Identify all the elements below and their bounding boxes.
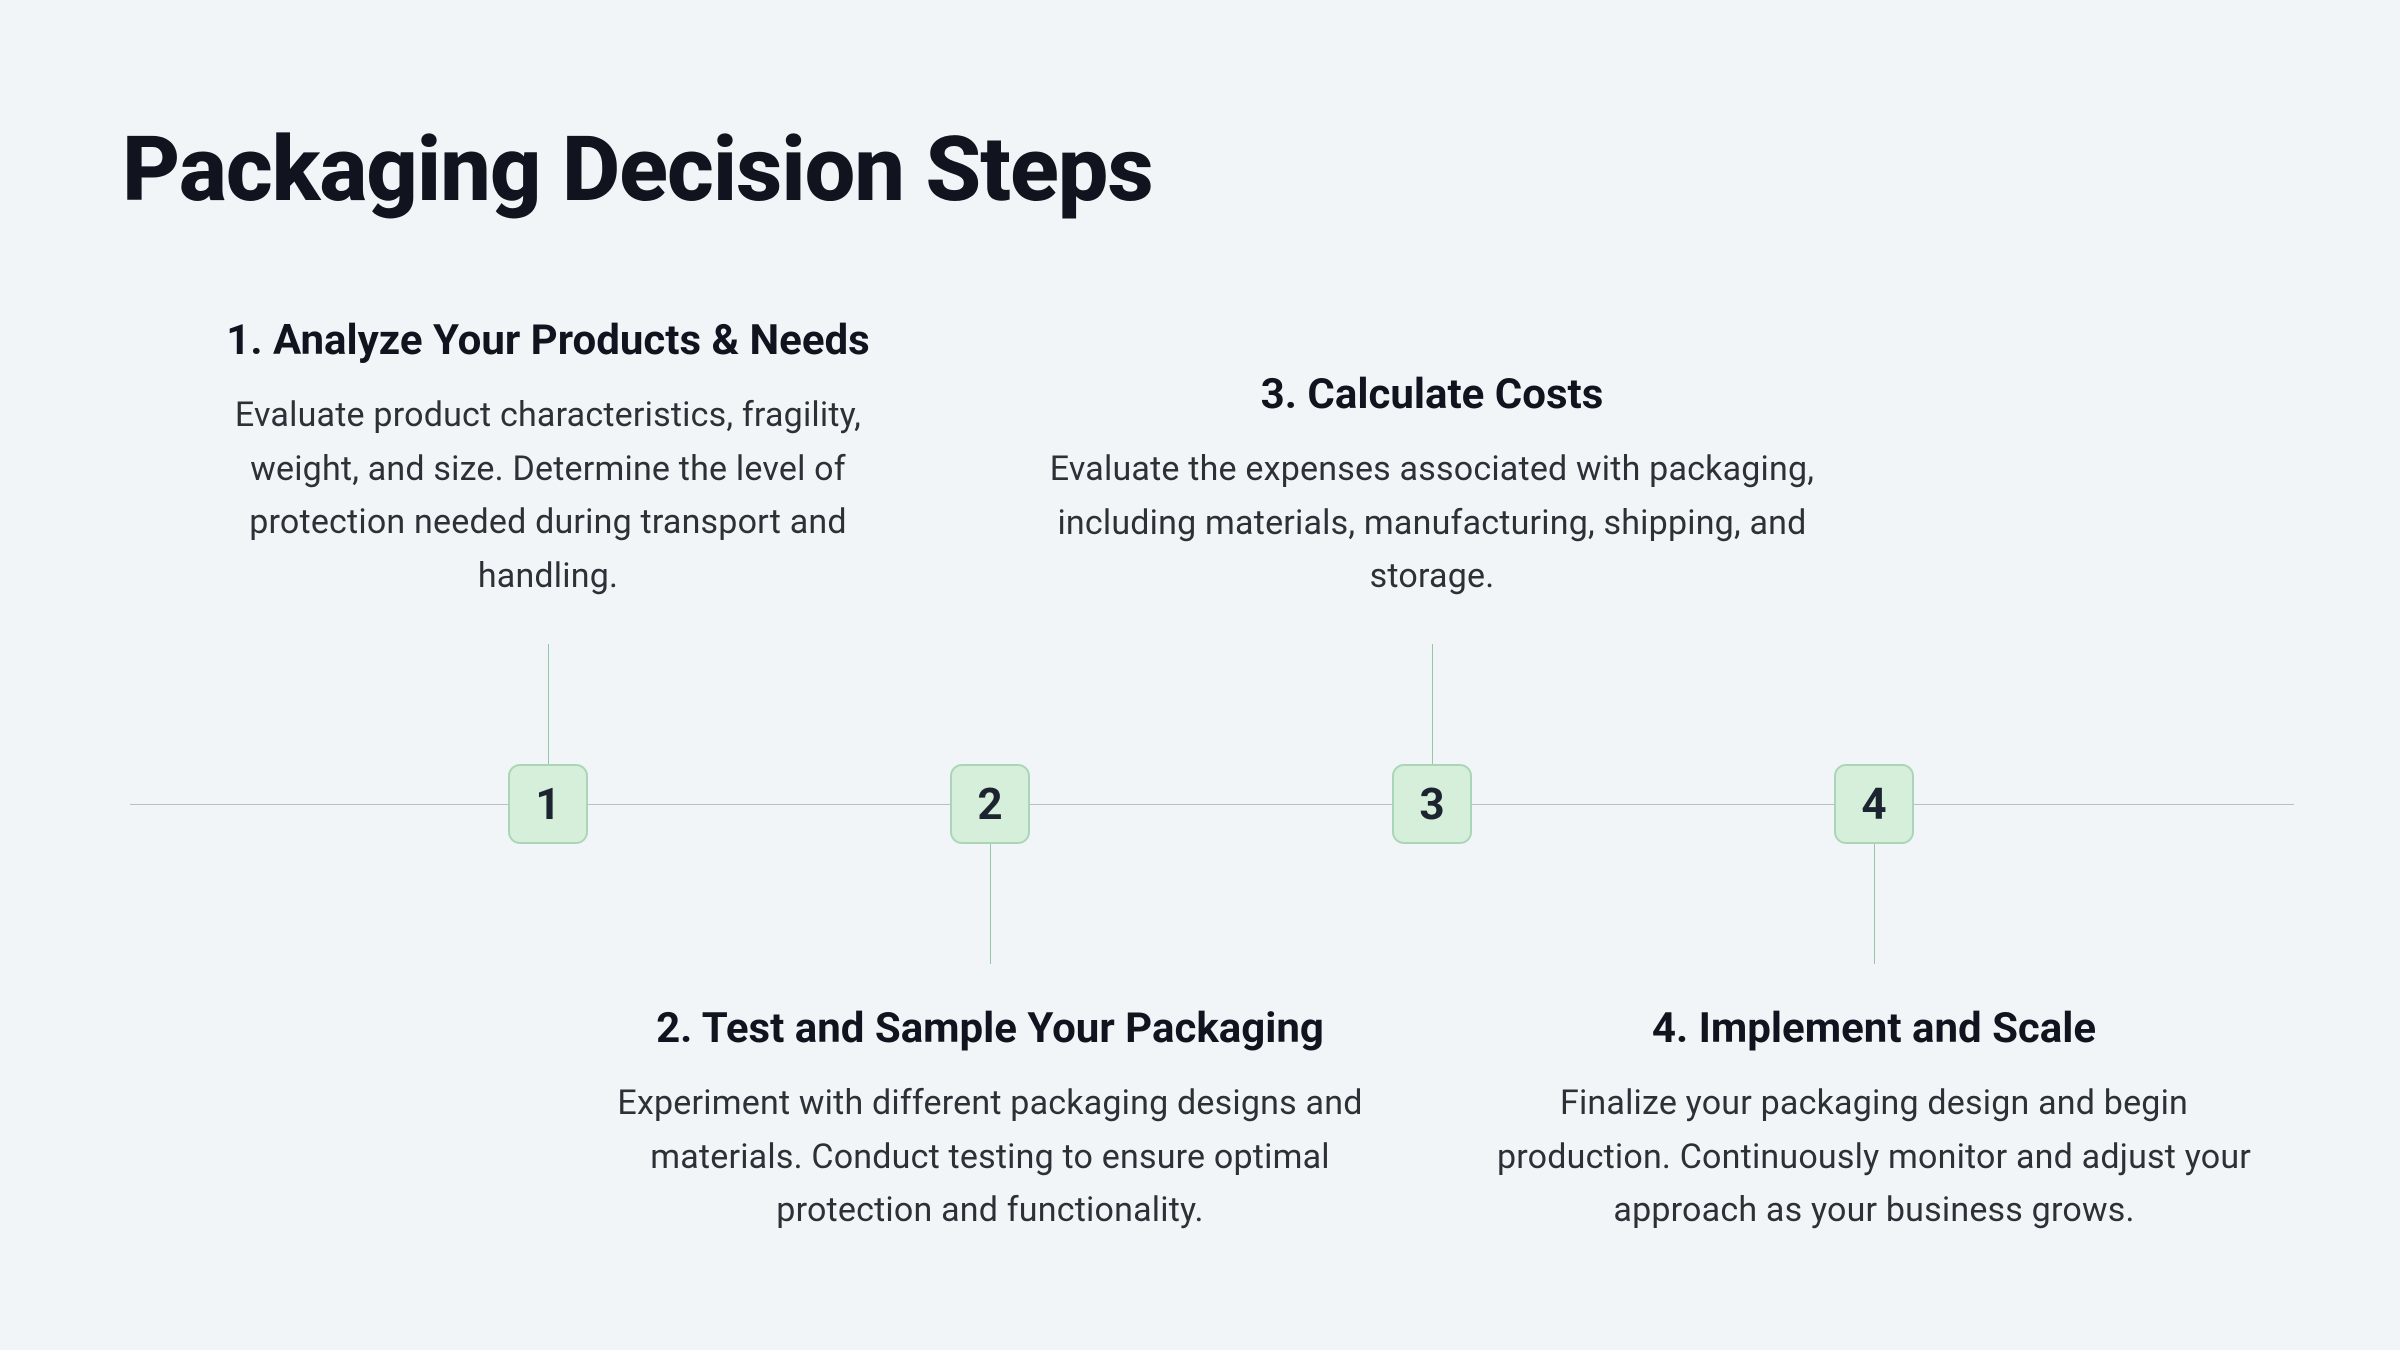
step-desc: Experiment with different packaging desi… — [600, 1077, 1380, 1238]
timeline-connector — [1432, 644, 1433, 764]
page-title: Packaging Decision Steps — [122, 117, 1153, 222]
step-block: 3. Calculate Costs Evaluate the expenses … — [1032, 370, 1832, 604]
timeline-node: 3 — [1392, 764, 1472, 844]
timeline-line — [130, 804, 2294, 805]
step-title: 4. Implement and Scale — [1494, 1004, 2254, 1053]
timeline-node: 1 — [508, 764, 588, 844]
timeline-connector — [1874, 844, 1875, 964]
infographic-canvas: Packaging Decision Steps 1 1. Analyze Your… — [0, 0, 2400, 1350]
timeline-connector — [990, 844, 991, 964]
timeline-node: 2 — [950, 764, 1030, 844]
step-block: 4. Implement and Scale Finalize your pack… — [1494, 1004, 2254, 1238]
step-block: 2. Test and Sample Your Packaging Experim… — [600, 1004, 1380, 1238]
step-desc: Evaluate product characteristics, fragil… — [178, 389, 918, 604]
step-title: 1. Analyze Your Products & Needs — [178, 316, 918, 365]
step-desc: Finalize your packaging design and begin… — [1494, 1077, 2254, 1238]
timeline-connector — [548, 644, 549, 764]
timeline-node: 4 — [1834, 764, 1914, 844]
step-title: 3. Calculate Costs — [1032, 370, 1832, 419]
step-block: 1. Analyze Your Products & Needs Evaluate… — [178, 316, 918, 604]
step-desc: Evaluate the expenses associated with pa… — [1032, 443, 1832, 604]
step-title: 2. Test and Sample Your Packaging — [600, 1004, 1380, 1053]
